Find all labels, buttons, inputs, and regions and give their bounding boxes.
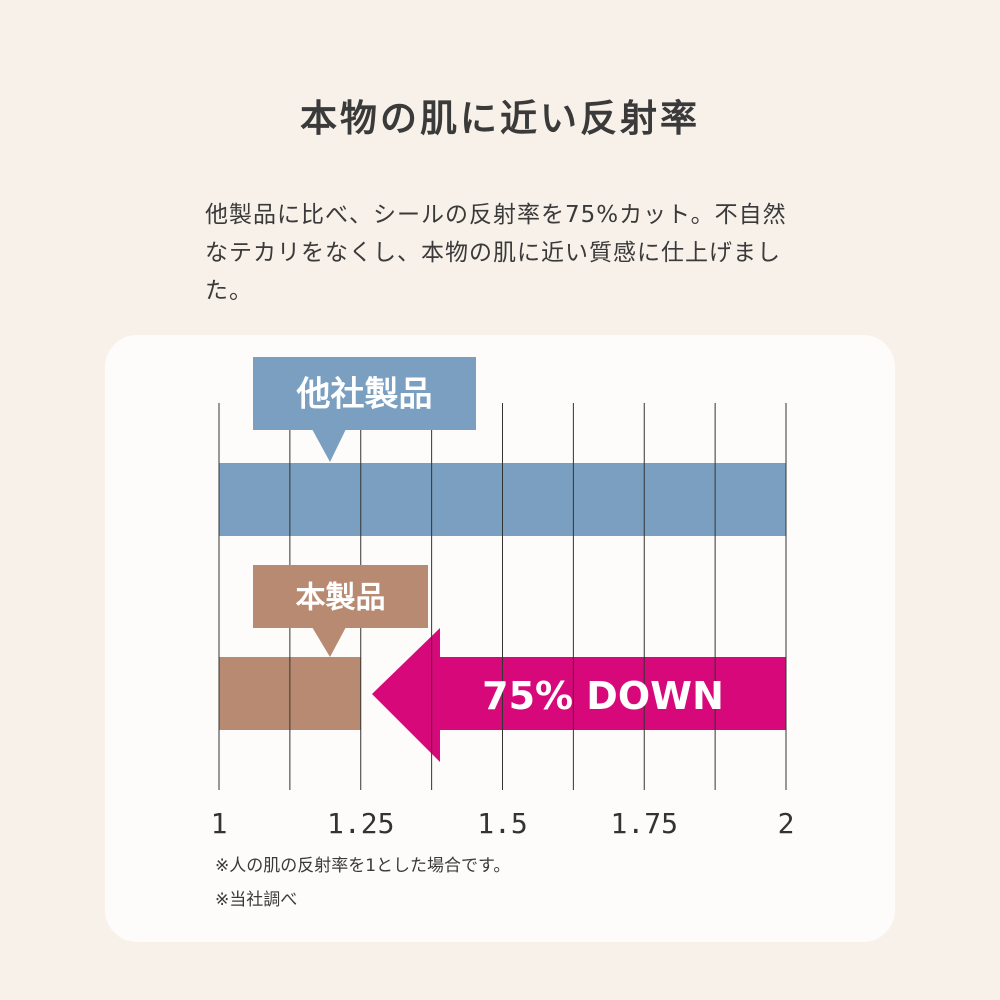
x-tick-label: 1.5 — [477, 807, 528, 840]
x-tick-label: 2 — [778, 807, 795, 840]
callout-tail — [312, 429, 346, 462]
x-tick-label: 1.75 — [611, 807, 678, 840]
x-tick-label: 1 — [211, 807, 228, 840]
page-title: 本物の肌に近い反射率 — [300, 97, 700, 140]
description: 他製品に比べ、シールの反射率を75%カット。不自然なテカリをなくし、本物の肌に近… — [205, 202, 787, 304]
callout-box — [253, 357, 476, 430]
x-tick-label: 1.25 — [327, 807, 394, 840]
callout-tail — [312, 627, 346, 657]
note-2: ※当社調べ — [215, 890, 298, 910]
category-label: 他社製品 — [296, 375, 433, 415]
chart-card — [105, 335, 895, 942]
callout-box — [253, 565, 428, 628]
annotation-label: 75% DOWN — [482, 674, 724, 718]
category-label: 本製品 — [296, 580, 386, 615]
note-1: ※人の肌の反射率を1とした場合です。 — [215, 856, 511, 876]
down-arrow — [372, 628, 786, 762]
